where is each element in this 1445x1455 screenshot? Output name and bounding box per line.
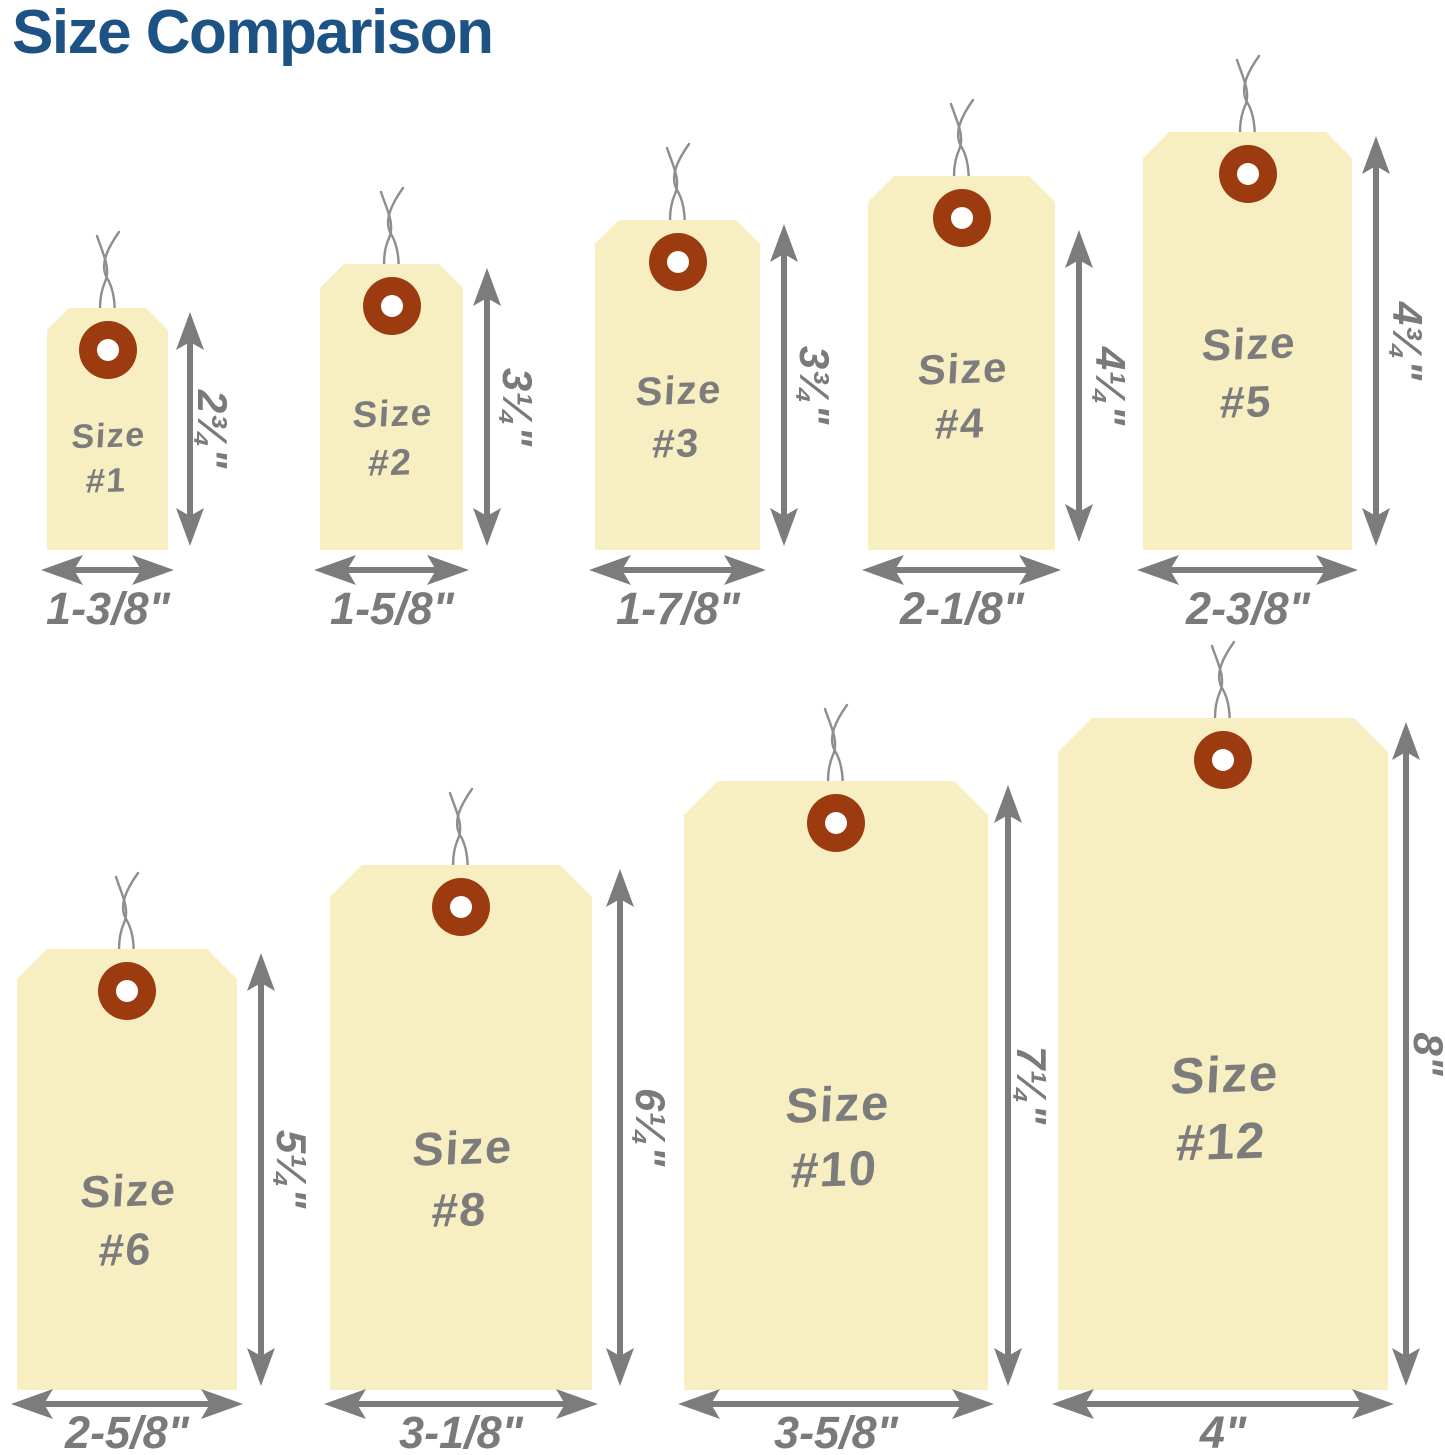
height-arrow-10	[993, 785, 1023, 1386]
grommet-icon	[432, 878, 490, 936]
tag-size-label: Size #10	[784, 1076, 892, 1199]
width-arrow-1	[41, 555, 174, 585]
grommet-icon	[649, 233, 707, 291]
manila-tag-6: Size #6	[17, 949, 237, 1390]
height-arrow-4	[1064, 230, 1094, 542]
tag-size-label: Size #3	[634, 367, 724, 467]
width-arrow-3	[589, 555, 766, 585]
manila-tag-12: Size #12	[1058, 718, 1388, 1390]
width-arrow-6	[11, 1389, 243, 1419]
height-dimension: 6¼"	[627, 1087, 674, 1167]
height-dimension: 3¼"	[494, 367, 541, 447]
grommet-icon	[1194, 731, 1252, 789]
height-dimension: 4¼"	[1087, 346, 1134, 426]
grommet-hole	[116, 980, 138, 1002]
width-dimension: 3-1/8"	[399, 1407, 523, 1455]
height-dimension: 7¼"	[1008, 1045, 1055, 1125]
width-dimension: 1-3/8"	[46, 583, 170, 634]
height-dimension: 3¾"	[791, 345, 838, 425]
manila-tag-3: Size #3	[595, 220, 760, 550]
grommet-icon	[363, 277, 421, 335]
grommet-hole	[951, 207, 973, 229]
width-arrow-5	[1137, 555, 1358, 585]
grommet-hole	[381, 295, 403, 317]
grommet-icon	[79, 321, 137, 379]
manila-tag-1: Size #1	[47, 308, 168, 550]
width-arrow-8	[324, 1389, 598, 1419]
height-dimension: 8"	[1405, 1032, 1445, 1076]
width-arrow-10	[678, 1389, 994, 1419]
height-arrow-1	[175, 312, 205, 546]
width-arrow-2	[314, 555, 469, 585]
height-dimension: 2¾"	[189, 389, 236, 469]
tag-size-label: Size #8	[411, 1119, 515, 1237]
grommet-hole	[1237, 163, 1259, 185]
manila-tag-2: Size #2	[320, 264, 463, 550]
tag-size-label: Size #1	[70, 416, 147, 502]
width-dimension: 3-5/8"	[774, 1407, 898, 1455]
grommet-icon	[933, 189, 991, 247]
width-dimension: 2-3/8"	[1186, 583, 1310, 634]
width-arrow-4	[862, 555, 1061, 585]
height-arrow-5	[1361, 136, 1391, 546]
grommet-icon	[807, 794, 865, 852]
height-arrow-8	[605, 869, 635, 1386]
grommet-hole	[825, 812, 847, 834]
grommet-icon	[1219, 145, 1277, 203]
manila-tag-10: Size #10	[684, 781, 988, 1390]
grommet-hole	[450, 896, 472, 918]
width-arrow-12	[1052, 1389, 1394, 1419]
tag-size-label: Size #5	[1200, 318, 1298, 428]
tag-size-label: Size #6	[79, 1163, 179, 1276]
width-dimension: 1-5/8"	[330, 583, 454, 634]
height-arrow-3	[769, 224, 799, 546]
grommet-hole	[97, 339, 119, 361]
manila-tag-8: Size #8	[330, 865, 592, 1390]
width-dimension: 2-1/8"	[900, 583, 1024, 634]
tag-size-label: Size #2	[351, 391, 435, 484]
page-title: Size Comparison	[12, 0, 494, 67]
manila-tag-5: Size #5	[1143, 132, 1352, 550]
tag-size-label: Size #12	[1169, 1043, 1281, 1172]
width-dimension: 2-5/8"	[65, 1407, 189, 1455]
width-dimension: 1-7/8"	[616, 583, 740, 634]
height-dimension: 4¾"	[1384, 301, 1431, 381]
grommet-icon	[98, 962, 156, 1020]
tag-size-label: Size #4	[916, 343, 1010, 448]
width-dimension: 4"	[1199, 1407, 1247, 1455]
height-arrow-12	[1391, 722, 1421, 1386]
grommet-hole	[667, 251, 689, 273]
height-arrow-6	[246, 953, 276, 1386]
height-arrow-2	[472, 268, 502, 546]
grommet-hole	[1212, 749, 1234, 771]
manila-tag-4: Size #4	[868, 176, 1055, 550]
height-dimension: 5¼"	[268, 1129, 315, 1209]
